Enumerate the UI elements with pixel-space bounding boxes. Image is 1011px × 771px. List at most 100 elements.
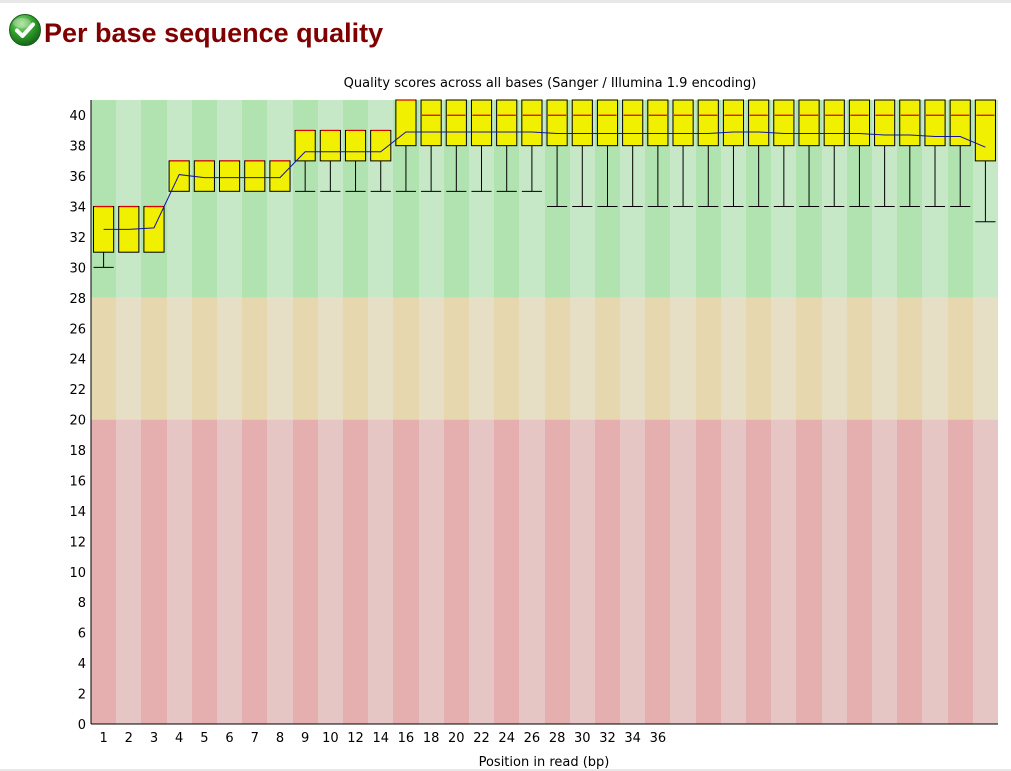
x-tick-label: 12 (347, 731, 364, 746)
band-good-2 (116, 100, 141, 298)
box-position-14-15 (370, 129, 392, 192)
chart-title: Quality scores across all bases (Sanger … (344, 76, 757, 91)
box-position-16-17 (395, 99, 417, 192)
y-tick-label: 40 (69, 109, 86, 124)
band-poor-27 (746, 419, 771, 724)
band-reasonable-33 (897, 297, 922, 420)
band-poor-13 (393, 419, 419, 724)
band-poor-36 (973, 419, 998, 724)
y-tick-label: 38 (69, 140, 86, 155)
page-title: Per base sequence quality (44, 17, 384, 48)
x-tick-label: 26 (524, 731, 541, 746)
iqr-box (420, 99, 442, 147)
x-tick-label: 28 (549, 731, 566, 746)
module-header: Per base sequence quality (8, 10, 383, 50)
band-reasonable-9 (293, 297, 318, 420)
band-good-3 (141, 100, 167, 298)
band-poor-28 (771, 419, 796, 724)
band-reasonable-11 (343, 297, 368, 420)
y-tick-label: 10 (69, 566, 86, 581)
band-poor-33 (897, 419, 922, 724)
band-poor-35 (948, 419, 973, 724)
band-reasonable-10 (318, 297, 343, 420)
box-position-36-37 (647, 99, 669, 208)
y-tick-label: 0 (78, 718, 86, 733)
y-tick-label: 28 (69, 292, 86, 307)
band-poor-19 (545, 419, 570, 724)
x-tick-label: 36 (650, 731, 667, 746)
box-position-5 (193, 160, 215, 192)
band-poor-22 (620, 419, 645, 724)
x-tick-label: 6 (225, 731, 233, 746)
iqr-box (319, 129, 341, 162)
x-tick-label: 8 (276, 731, 284, 746)
band-poor-2 (116, 419, 141, 724)
iqr-box (470, 99, 493, 147)
iqr-box (697, 99, 719, 147)
axes (90, 100, 998, 725)
box-position-30-31 (571, 99, 593, 208)
iqr-box (596, 99, 619, 147)
x-tick-label: 4 (175, 731, 183, 746)
band-poor-6 (217, 419, 242, 724)
box-position-40-41 (697, 99, 719, 208)
iqr-box (748, 99, 770, 147)
y-tick-label: 12 (69, 535, 86, 550)
band-poor-4 (167, 419, 192, 724)
band-poor-1 (91, 419, 116, 724)
x-tick-label: 7 (251, 731, 259, 746)
x-tick-label: 5 (200, 731, 208, 746)
x-tick-label: 2 (125, 731, 133, 746)
iqr-box (294, 129, 316, 162)
y-tick-label: 8 (78, 596, 86, 611)
band-reasonable-2 (116, 297, 141, 420)
y-tick-label: 24 (69, 353, 86, 368)
band-good-7 (242, 100, 267, 298)
bottom-divider (0, 769, 1011, 771)
box-position-56-57 (899, 99, 921, 208)
band-poor-5 (192, 419, 217, 724)
band-good-8 (267, 100, 293, 298)
iqr-box (647, 99, 669, 147)
y-tick-label: 6 (78, 627, 86, 642)
x-tick-label: 22 (473, 731, 490, 746)
band-reasonable-15 (444, 297, 469, 420)
x-tick-label: 30 (574, 731, 591, 746)
iqr-box (823, 99, 845, 147)
mean-line (103, 131, 986, 230)
band-reasonable-18 (519, 297, 545, 420)
band-reasonable-8 (267, 297, 293, 420)
x-tick-label: 20 (448, 731, 465, 746)
x-tick-label: 16 (398, 731, 415, 746)
band-reasonable-1 (91, 297, 116, 420)
band-reasonable-4 (167, 297, 192, 420)
quality-bands (91, 100, 998, 724)
band-good-9 (293, 100, 318, 298)
band-reasonable-36 (973, 297, 998, 420)
box-position-62-63 (974, 99, 996, 223)
x-axis-label: Position in read (bp) (479, 755, 610, 770)
box-position-9 (294, 129, 316, 192)
band-poor-8 (267, 419, 293, 724)
band-poor-9 (293, 419, 318, 724)
iqr-box (218, 160, 241, 192)
y-tick-label: 22 (69, 383, 86, 398)
iqr-box (924, 99, 946, 147)
box-position-60-61 (949, 99, 971, 208)
band-reasonable-30 (822, 297, 847, 420)
iqr-box (445, 99, 467, 147)
y-tick-label: 14 (69, 505, 86, 520)
box-position-58-59 (924, 99, 946, 208)
mean-polyline (103, 131, 986, 230)
iqr-box (244, 160, 266, 192)
box-position-10-11 (319, 129, 341, 192)
box-position-12-13 (344, 129, 367, 192)
band-reasonable-34 (922, 297, 948, 420)
box-position-8 (269, 160, 291, 192)
iqr-box (622, 99, 644, 147)
x-tick-label: 14 (372, 731, 389, 746)
band-reasonable-14 (419, 297, 444, 420)
y-tick-label: 32 (69, 231, 86, 246)
